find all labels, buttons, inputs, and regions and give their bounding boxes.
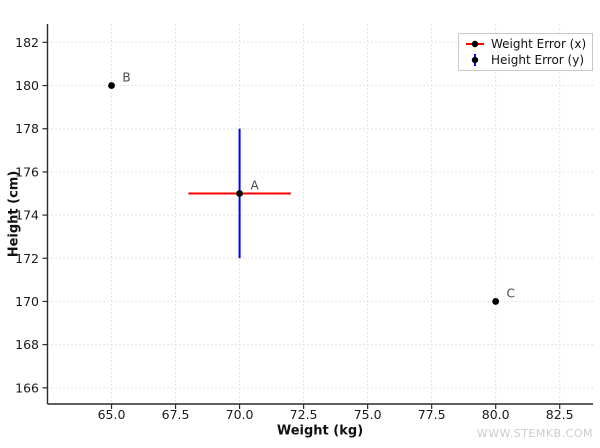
legend-label-weight-error: Weight Error (x) <box>491 37 587 51</box>
watermark: WWW.STEMKB.COM <box>476 427 593 440</box>
legend-glyph <box>471 54 479 66</box>
y-tick-label: 176 <box>15 164 39 179</box>
x-tick-label: 80.0 <box>482 407 510 422</box>
x-tick-label: 65.0 <box>98 407 126 422</box>
legend-item-height-error: Height Error (y) <box>459 52 592 68</box>
y-tick-label: 172 <box>15 251 39 266</box>
data-point-C <box>492 298 500 305</box>
legend: Weight Error (x) Height Error (y) <box>458 33 593 71</box>
x-tick-label: 77.5 <box>418 407 446 422</box>
y-error-legend-marker-icon <box>459 53 491 67</box>
x-tick-label: 70.0 <box>226 407 254 422</box>
y-tick-label: 166 <box>15 380 39 395</box>
y-tick-label: 174 <box>15 208 39 223</box>
data-point-B <box>108 82 115 89</box>
legend-item-weight-error: Weight Error (x) <box>459 36 592 52</box>
x-tick-label: 75.0 <box>354 407 382 422</box>
legend-label-height-error: Height Error (y) <box>491 53 585 67</box>
x-tick-label: 82.5 <box>546 407 574 422</box>
y-tick-label: 168 <box>15 337 39 352</box>
point-label-A: A <box>250 178 259 192</box>
data-point-A <box>236 190 243 197</box>
y-tick-label: 180 <box>15 78 39 93</box>
legend-glyph <box>466 40 484 48</box>
x-tick-label: 72.5 <box>290 407 318 422</box>
point-label-B: B <box>122 71 130 85</box>
y-tick-label: 178 <box>15 121 39 136</box>
x-axis-label: Weight (kg) <box>276 423 364 439</box>
x-tick-label: 67.5 <box>162 407 190 422</box>
y-axis-label: Height (cm) <box>6 170 22 258</box>
x-error-legend-marker-icon <box>459 37 491 51</box>
y-tick-label: 170 <box>15 294 39 309</box>
y-tick-label: 182 <box>15 35 39 50</box>
point-label-C: C <box>506 286 514 300</box>
